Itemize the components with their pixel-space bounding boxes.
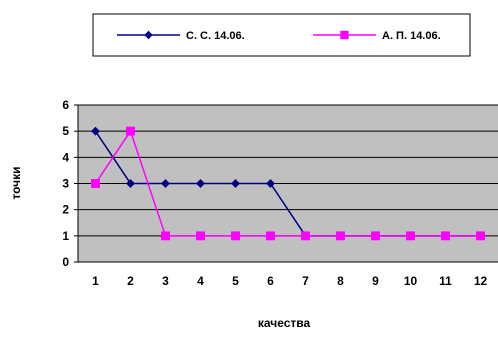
x-tick-labels: 1 2 3 4 5 6 7 8 9 10 11 12 xyxy=(92,274,487,288)
data-point xyxy=(195,178,206,189)
data-point xyxy=(441,231,450,241)
y-tick-label: 6 xyxy=(62,98,69,112)
legend: С. С. 14.06. А. П. 14.06. xyxy=(92,13,471,57)
x-tick-label: 2 xyxy=(127,274,134,288)
legend-label-series-2: А. П. 14.06. xyxy=(382,30,441,42)
data-point xyxy=(126,126,135,136)
x-tick-label: 7 xyxy=(302,274,309,288)
y-tick-label: 5 xyxy=(62,124,69,138)
x-tick-label: 11 xyxy=(439,274,452,288)
legend-marker-series-2 xyxy=(340,30,349,40)
y-tick-label: 3 xyxy=(62,177,69,191)
legend-label-series-1: С. С. 14.06. xyxy=(186,30,245,42)
x-tick-label: 8 xyxy=(337,274,344,288)
data-point xyxy=(476,231,485,241)
x-tick-label: 10 xyxy=(404,274,418,288)
x-tick-label: 4 xyxy=(197,274,204,288)
y-axis-title: точки xyxy=(9,166,23,199)
data-point xyxy=(161,231,170,241)
data-point xyxy=(125,178,136,189)
data-point xyxy=(406,231,415,241)
data-point xyxy=(230,178,241,189)
data-point xyxy=(301,231,310,241)
legend-marker-series-1 xyxy=(144,30,153,40)
data-point xyxy=(231,231,240,241)
data-point xyxy=(160,178,171,189)
x-tick-label: 3 xyxy=(162,274,169,288)
data-point xyxy=(265,178,276,189)
data-point xyxy=(91,179,100,188)
x-tick-label: 9 xyxy=(372,274,379,288)
data-point xyxy=(196,231,205,241)
x-tick-label: 1 xyxy=(92,274,99,288)
series-layer xyxy=(90,126,486,241)
y-tick-label: 0 xyxy=(62,255,69,269)
data-point xyxy=(90,126,101,136)
x-tick-label: 6 xyxy=(267,274,274,288)
y-tick-label: 4 xyxy=(62,150,69,164)
y-tick-labels: 0 1 2 3 4 5 6 xyxy=(62,98,78,269)
y-tick-label: 2 xyxy=(62,203,69,217)
x-tick-label: 5 xyxy=(232,274,239,288)
x-axis-title: качества xyxy=(258,316,311,330)
y-tick-label: 1 xyxy=(62,229,69,243)
data-point xyxy=(371,231,380,241)
data-point xyxy=(336,231,345,241)
x-tick-label: 12 xyxy=(474,274,488,288)
data-point xyxy=(266,231,275,241)
series-line xyxy=(94,129,481,237)
series-2 xyxy=(91,126,485,241)
